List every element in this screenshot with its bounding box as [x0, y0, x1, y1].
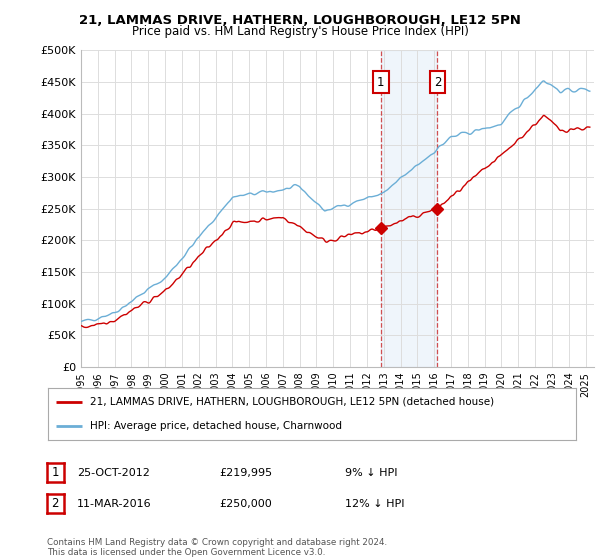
Text: 25-OCT-2012: 25-OCT-2012 [77, 468, 149, 478]
Text: £250,000: £250,000 [219, 499, 272, 509]
Text: 9% ↓ HPI: 9% ↓ HPI [345, 468, 398, 478]
Text: 1: 1 [52, 466, 59, 479]
Text: 2: 2 [52, 497, 59, 510]
Text: £219,995: £219,995 [219, 468, 272, 478]
Text: 2: 2 [434, 76, 441, 88]
Text: HPI: Average price, detached house, Charnwood: HPI: Average price, detached house, Char… [90, 421, 342, 431]
Text: 21, LAMMAS DRIVE, HATHERN, LOUGHBOROUGH, LE12 5PN (detached house): 21, LAMMAS DRIVE, HATHERN, LOUGHBOROUGH,… [90, 397, 494, 407]
Text: 12% ↓ HPI: 12% ↓ HPI [345, 499, 404, 509]
Text: 11-MAR-2016: 11-MAR-2016 [77, 499, 151, 509]
Text: Price paid vs. HM Land Registry's House Price Index (HPI): Price paid vs. HM Land Registry's House … [131, 25, 469, 38]
Text: 21, LAMMAS DRIVE, HATHERN, LOUGHBOROUGH, LE12 5PN: 21, LAMMAS DRIVE, HATHERN, LOUGHBOROUGH,… [79, 14, 521, 27]
Bar [381, 50, 437, 367]
Text: 1: 1 [377, 76, 385, 88]
Text: Contains HM Land Registry data © Crown copyright and database right 2024.
This d: Contains HM Land Registry data © Crown c… [47, 538, 387, 557]
